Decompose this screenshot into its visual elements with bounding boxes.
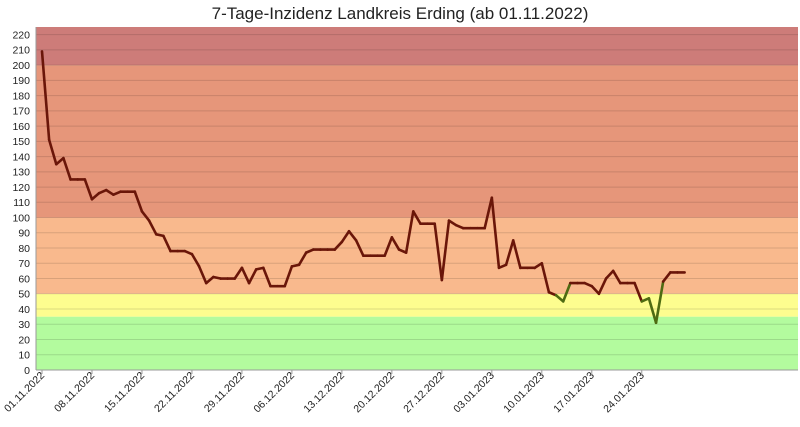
background-band-1 (36, 293, 798, 317)
series-segment (240, 266, 251, 285)
background-band-4 (36, 27, 798, 66)
y-tick-label: 100 (12, 212, 30, 224)
series-segment (104, 188, 115, 196)
x-tick-label: 17.01.2023 (551, 370, 597, 416)
y-tick-label: 10 (18, 350, 30, 362)
y-tick-label: 60 (18, 273, 30, 285)
series-segment (162, 234, 172, 253)
x-tick-label: 15.11.2022 (102, 370, 147, 415)
series-segment (661, 271, 672, 283)
x-tick-label: 20.12.2022 (351, 370, 397, 416)
series-segment (554, 294, 565, 303)
series-segment (597, 277, 608, 296)
series-segment (54, 156, 65, 166)
x-tick-label: 29.11.2022 (202, 370, 247, 415)
series-segment (533, 261, 544, 270)
series-segment (297, 251, 308, 267)
series-segment (440, 219, 451, 282)
series-segment (540, 261, 551, 294)
series-segment (604, 269, 615, 280)
x-tick-label: 03.01.2023 (451, 370, 497, 416)
series-segment (490, 196, 501, 270)
y-tick-label: 50 (18, 289, 30, 301)
y-tick-label: 220 (12, 29, 30, 41)
series-segment (611, 269, 622, 285)
series-segment (354, 239, 365, 257)
y-tick-label: 30 (18, 319, 30, 331)
chart-title: 7-Tage-Inzidenz Landkreis Erding (ab 01.… (211, 4, 589, 23)
series-segment (483, 196, 494, 230)
series-segment (197, 265, 208, 285)
y-tick-label: 190 (12, 75, 30, 87)
series-segment (647, 297, 658, 325)
y-tick-label: 200 (12, 60, 30, 72)
x-tick-label: 08.11.2022 (52, 370, 97, 415)
y-tick-label: 0 (24, 365, 30, 377)
y-tick-label: 40 (18, 304, 30, 316)
y-tick-label: 180 (12, 90, 30, 102)
y-tick-label: 140 (12, 151, 30, 163)
series-segment (654, 280, 665, 325)
x-tick-label: 10.01.2023 (501, 370, 547, 416)
series-segment (147, 219, 158, 236)
y-tick-label: 110 (13, 197, 30, 209)
x-tick-label: 27.12.2022 (401, 370, 447, 416)
background-band-0 (36, 316, 798, 370)
series-segment (140, 210, 151, 222)
x-tick-label: 13.12.2022 (301, 370, 347, 416)
y-tick-label: 130 (12, 167, 30, 179)
series-segment (590, 284, 601, 296)
series-segment (411, 210, 422, 225)
series-segment (390, 236, 401, 251)
series-segment (233, 266, 244, 280)
series-segment (633, 281, 644, 303)
series-segment (62, 156, 72, 181)
series-segment (47, 138, 58, 166)
series-segment (262, 266, 272, 288)
y-tick-label: 90 (18, 228, 30, 240)
y-tick-label: 160 (12, 121, 30, 133)
series-segment (204, 275, 215, 285)
series-segment (511, 239, 522, 270)
background-band-3 (36, 65, 798, 218)
series-segment (504, 239, 515, 267)
series-segment (347, 229, 358, 242)
series-segment (333, 240, 344, 251)
series-segment (404, 210, 415, 254)
series-segment (447, 219, 458, 227)
y-tick-label: 150 (12, 136, 30, 148)
y-tick-label: 120 (12, 182, 30, 194)
series-segment (247, 268, 258, 285)
x-tick-label: 24.01.2023 (601, 370, 647, 416)
series-segment (561, 281, 572, 303)
x-tick-label: 22.11.2022 (152, 370, 197, 415)
series-segment (133, 190, 144, 213)
series-segment (383, 236, 394, 257)
background-band-2 (36, 217, 798, 294)
x-tick-label: 06.12.2022 (251, 370, 297, 416)
series-segment (40, 50, 51, 142)
y-tick-label: 210 (12, 45, 30, 57)
series-segment (283, 265, 294, 288)
y-tick-label: 170 (12, 106, 30, 118)
series-segment (83, 178, 94, 201)
y-tick-label: 80 (18, 243, 30, 255)
series-segment (90, 191, 101, 201)
series-segment (340, 229, 351, 244)
y-tick-label: 70 (18, 258, 30, 270)
series-segment (433, 222, 444, 282)
y-tick-label: 20 (18, 334, 30, 346)
series-segment (190, 252, 201, 268)
